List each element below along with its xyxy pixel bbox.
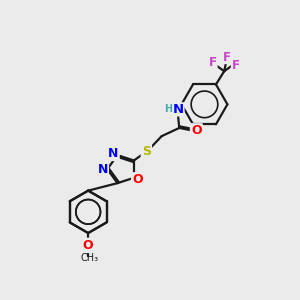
Text: F: F bbox=[223, 51, 231, 64]
Text: N: N bbox=[173, 103, 184, 116]
Text: F: F bbox=[209, 56, 217, 70]
Text: O: O bbox=[83, 239, 94, 252]
Text: S: S bbox=[142, 145, 151, 158]
Text: CH₃: CH₃ bbox=[81, 253, 99, 263]
Text: N: N bbox=[108, 147, 118, 160]
Text: O: O bbox=[191, 124, 202, 137]
Text: H: H bbox=[164, 104, 172, 114]
Text: F: F bbox=[231, 59, 239, 72]
Text: N: N bbox=[98, 163, 108, 176]
Text: O: O bbox=[132, 173, 143, 186]
